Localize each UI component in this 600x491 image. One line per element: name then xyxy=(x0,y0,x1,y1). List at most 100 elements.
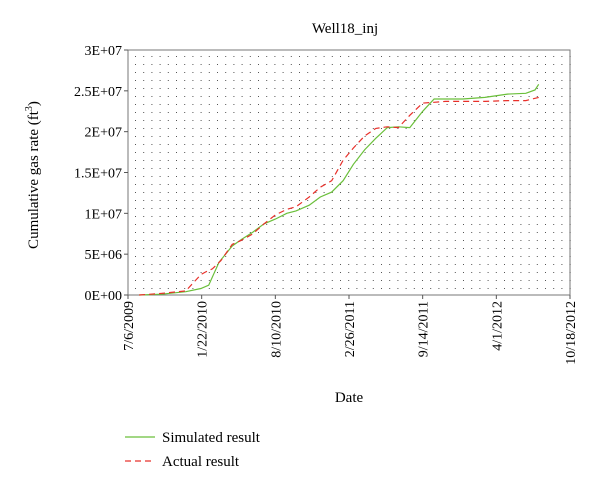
grid-dot xyxy=(561,64,563,65)
grid-dot xyxy=(241,88,243,89)
grid-dot xyxy=(389,56,391,57)
grid-dot xyxy=(356,288,358,289)
grid-dot xyxy=(208,272,210,273)
grid-dot xyxy=(536,112,538,113)
grid-dot xyxy=(290,232,292,233)
grid-dot xyxy=(208,104,210,105)
grid-dot xyxy=(135,200,136,201)
grid-dot xyxy=(176,224,177,225)
grid-dot xyxy=(512,160,514,161)
grid-dot xyxy=(143,64,145,65)
grid-dot xyxy=(446,256,448,257)
grid-dot xyxy=(372,120,374,121)
grid-dot xyxy=(143,96,145,97)
grid-dot xyxy=(274,160,276,161)
grid-dot xyxy=(528,280,530,281)
grid-dot xyxy=(446,216,448,217)
grid-dot xyxy=(282,192,284,193)
grid-dot xyxy=(233,216,235,217)
grid-dot xyxy=(340,216,341,217)
grid-dot xyxy=(381,240,382,241)
grid-dot xyxy=(381,128,382,129)
grid-dot xyxy=(454,80,456,81)
grid-dot xyxy=(315,112,317,113)
grid-dot xyxy=(364,168,366,169)
legend-label-simulated: Simulated result xyxy=(162,430,261,446)
grid-dot xyxy=(151,280,153,281)
grid-dot xyxy=(217,104,218,105)
grid-dot xyxy=(446,168,448,169)
grid-dot xyxy=(151,88,153,89)
grid-dot xyxy=(167,56,169,57)
grid-dot xyxy=(290,136,292,137)
grid-dot xyxy=(561,176,563,177)
grid-dot xyxy=(290,80,292,81)
grid-dot xyxy=(520,128,522,129)
grid-dot xyxy=(561,192,563,193)
grid-dot xyxy=(397,136,399,137)
grid-dot xyxy=(454,216,456,217)
grid-dot xyxy=(495,208,497,209)
grid-dot xyxy=(372,200,374,201)
grid-dot xyxy=(520,184,522,185)
grid-dot xyxy=(405,184,407,185)
grid-dot xyxy=(192,200,194,201)
grid-dot xyxy=(192,224,194,225)
grid-dot xyxy=(299,240,300,241)
grid-dot xyxy=(405,288,407,289)
grid-dot xyxy=(241,280,243,281)
grid-dot xyxy=(258,128,259,129)
grid-dot xyxy=(397,256,399,257)
grid-dot xyxy=(561,160,563,161)
grid-dot xyxy=(536,88,538,89)
grid-dot xyxy=(307,96,309,97)
grid-dot xyxy=(381,112,382,113)
grid-dot xyxy=(151,176,153,177)
grid-dot xyxy=(536,72,538,73)
grid-dot xyxy=(249,216,251,217)
grid-dot xyxy=(561,72,563,73)
grid-dot xyxy=(282,104,284,105)
grid-dot xyxy=(381,200,382,201)
grid-dot xyxy=(282,272,284,273)
grid-dot xyxy=(536,64,538,65)
grid-dot xyxy=(512,192,514,193)
grid-dot xyxy=(454,176,456,177)
grid-dot xyxy=(471,248,473,249)
grid-dot xyxy=(348,248,350,249)
grid-dot xyxy=(471,160,473,161)
grid-dot xyxy=(176,160,177,161)
grid-dot xyxy=(372,224,374,225)
grid-dot xyxy=(430,216,432,217)
grid-dot xyxy=(307,112,309,113)
grid-dot xyxy=(545,128,546,129)
grid-dot xyxy=(454,184,456,185)
grid-dot xyxy=(315,288,317,289)
grid-dot xyxy=(504,80,505,81)
grid-dot xyxy=(151,120,153,121)
grid-dot xyxy=(307,200,309,201)
grid-dot xyxy=(233,160,235,161)
grid-dot xyxy=(528,168,530,169)
grid-dot xyxy=(274,240,276,241)
grid-dot xyxy=(290,216,292,217)
grid-dot xyxy=(561,136,563,137)
grid-dot xyxy=(372,152,374,153)
grid-dot xyxy=(315,248,317,249)
grid-dot xyxy=(364,264,366,265)
grid-dot xyxy=(528,176,530,177)
grid-dot xyxy=(495,80,497,81)
grid-dot xyxy=(405,136,407,137)
grid-dot xyxy=(176,184,177,185)
grid-dot xyxy=(258,72,259,73)
grid-dot xyxy=(545,280,546,281)
grid-dot xyxy=(135,264,136,265)
grid-dot xyxy=(299,144,300,145)
grid-dot xyxy=(184,232,186,233)
grid-dot xyxy=(561,280,563,281)
grid-dot xyxy=(282,168,284,169)
grid-dot xyxy=(225,232,227,233)
grid-dot xyxy=(282,208,284,209)
grid-dot xyxy=(348,256,350,257)
grid-dot xyxy=(479,176,481,177)
